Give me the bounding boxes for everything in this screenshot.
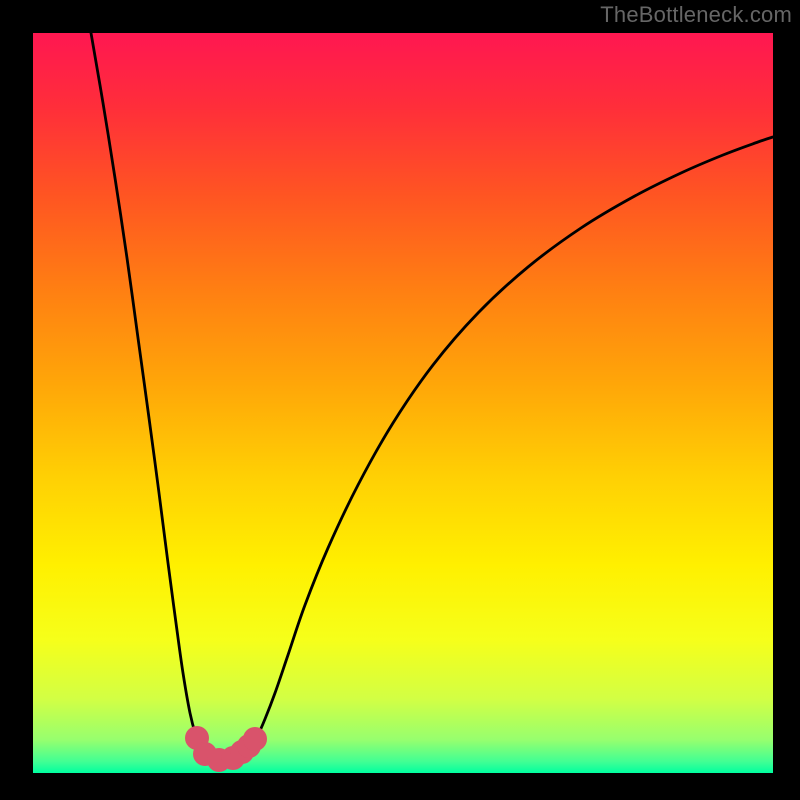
- chart-container: { "watermark": { "text": "TheBottleneck.…: [0, 0, 800, 800]
- gradient-background: [33, 33, 773, 773]
- plot-area: [33, 33, 773, 773]
- watermark-text: TheBottleneck.com: [600, 2, 792, 28]
- valley-marker: [243, 727, 267, 751]
- bottleneck-chart: [33, 33, 773, 773]
